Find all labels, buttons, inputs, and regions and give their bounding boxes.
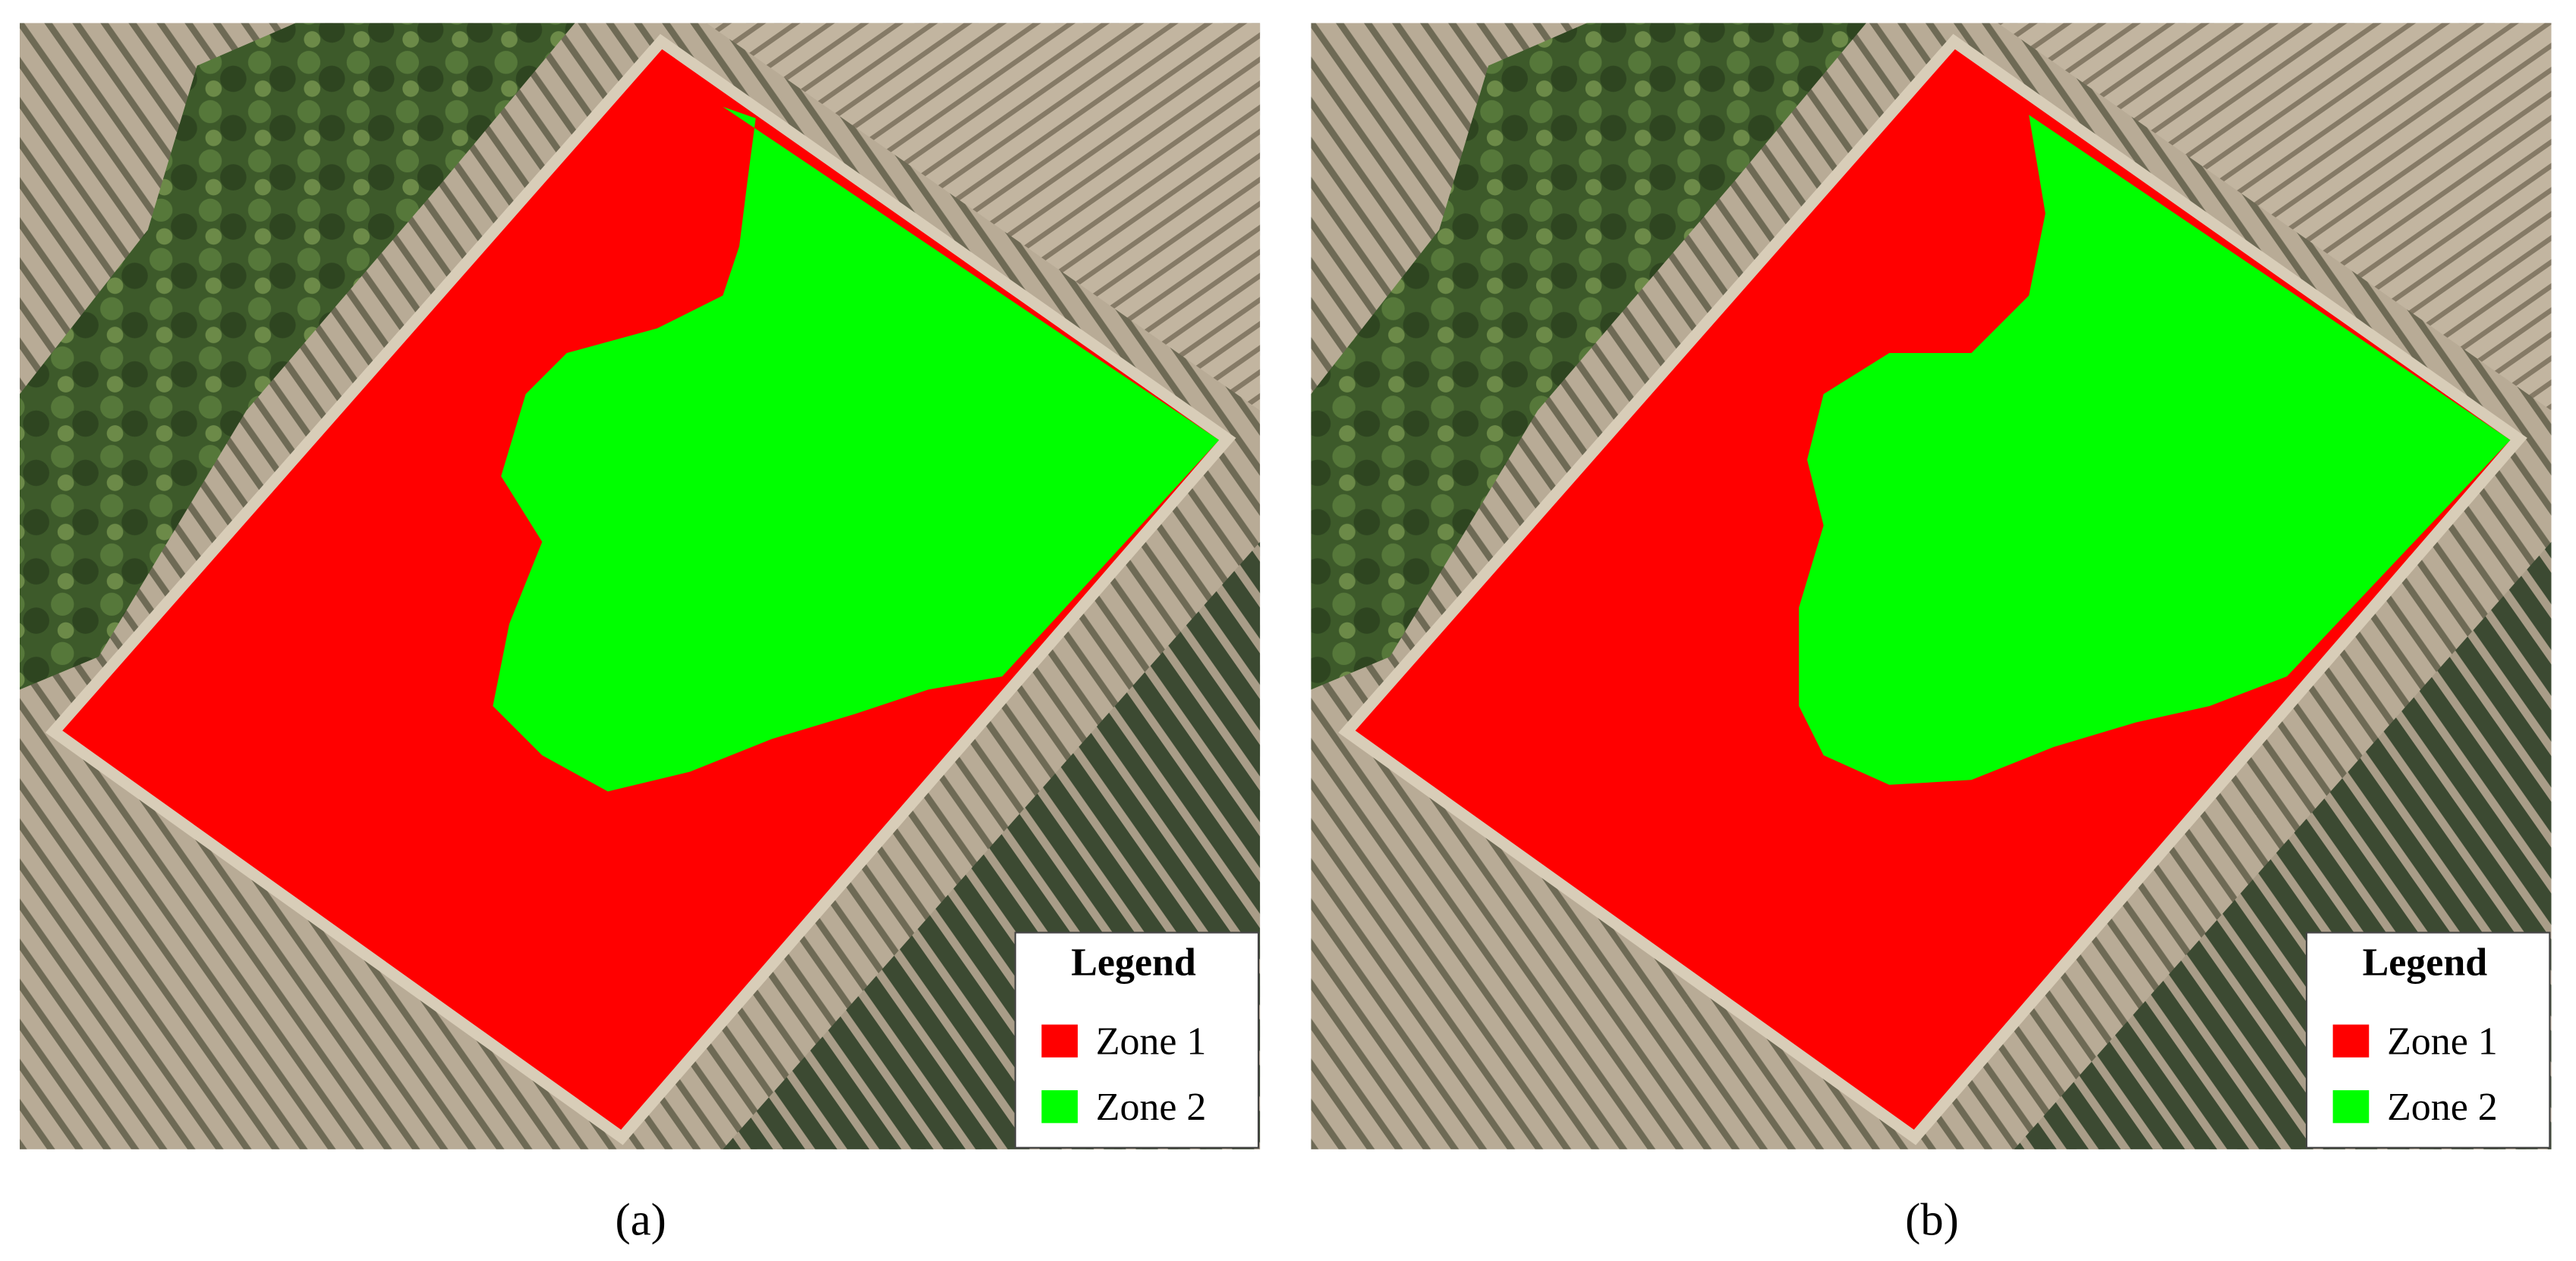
legend-title: Legend [2363, 941, 2488, 985]
legend-label: Zone 1 [1096, 1020, 1207, 1064]
panel-caption: (b) [1905, 1194, 1959, 1245]
legend-swatch [2332, 1090, 2370, 1124]
legend-label: Zone 2 [1096, 1086, 1207, 1129]
zone-2-area [1799, 115, 2511, 785]
panel-caption: (a) [616, 1194, 666, 1245]
legend-label: Zone 1 [2387, 1020, 2498, 1064]
map-panel: Legend Zone 1 Zone 2 [1311, 23, 2552, 1149]
vineyard-top-right [690, 23, 1261, 411]
zone-2-area [493, 106, 1220, 792]
legend-swatch [2332, 1024, 2370, 1058]
aerial-image [1311, 23, 2552, 1149]
trees [1311, 23, 1866, 690]
legend-swatch [1041, 1090, 1078, 1124]
map-panel: Legend Zone 1 Zone 2 [19, 23, 1261, 1149]
vineyard-top-right [1981, 23, 2552, 411]
legend-label: Zone 2 [2387, 1086, 2498, 1129]
legend-swatch [1041, 1024, 1078, 1058]
legend-title: Legend [1071, 941, 1196, 985]
trees [19, 23, 575, 690]
